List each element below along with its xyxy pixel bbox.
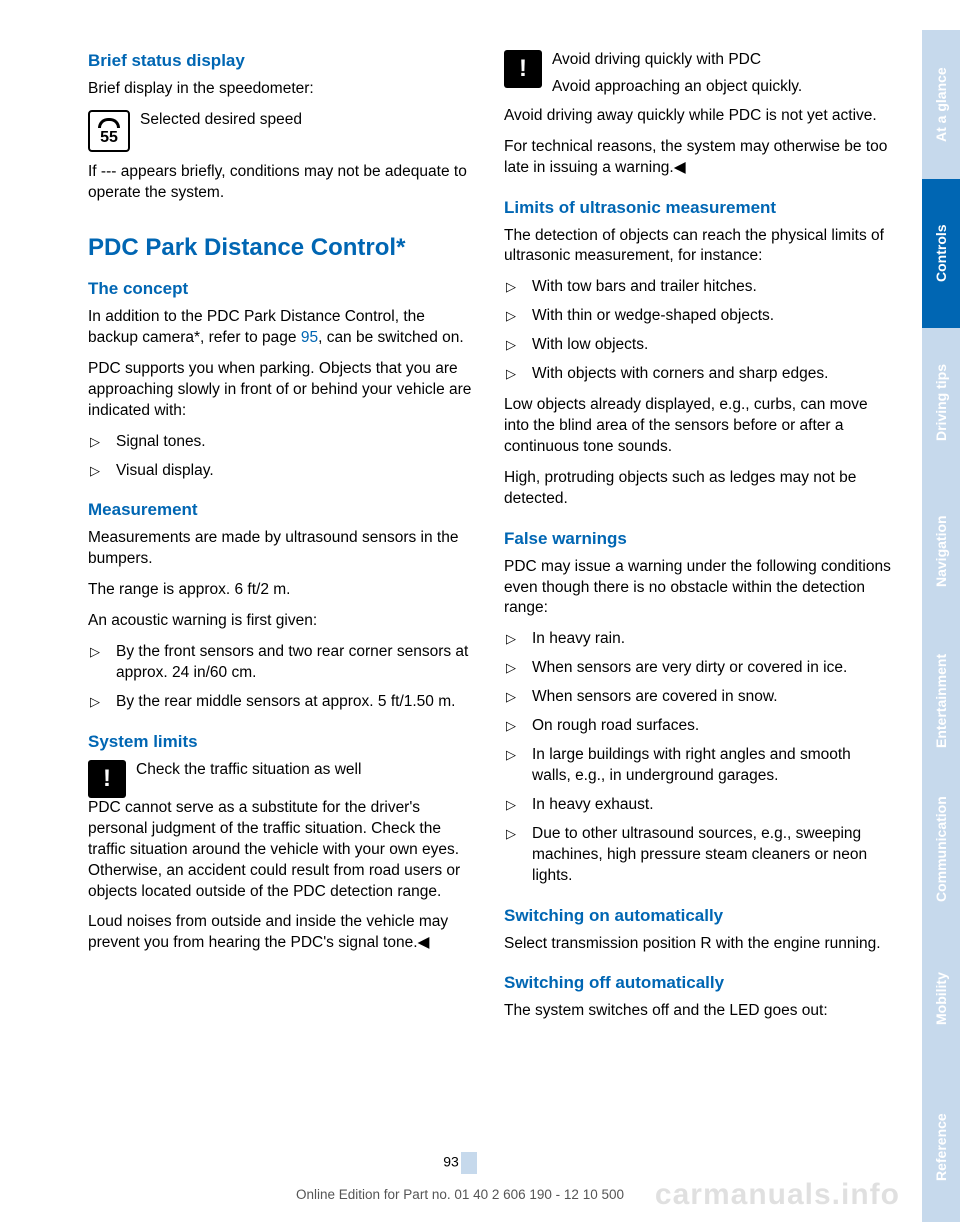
watermark: carmanuals.info (655, 1178, 900, 1212)
false-bullets: In heavy rain. When sensors are very dir… (504, 629, 892, 886)
warning-block-1: ! Check the traffic situation as well (88, 760, 476, 798)
brief-status-text: Brief display in the speedometer: (88, 79, 476, 100)
speed-value: 55 (100, 130, 118, 146)
side-tabs: At a glance Controls Driving tips Naviga… (922, 0, 960, 1222)
heading-limits-ultrasonic: Limits of ultrasonic measurement (504, 197, 892, 220)
page-number-bar (461, 1152, 477, 1174)
warning-block-2: ! Avoid driving quickly with PDC Avoid a… (504, 50, 892, 98)
list-item: Due to other ultrasound sources, e.g., s… (504, 824, 892, 887)
list-item: In heavy rain. (504, 629, 892, 650)
list-item: Visual display. (88, 461, 476, 482)
tab-reference[interactable]: Reference (922, 1073, 960, 1222)
warn2-p1: Avoid driving away quickly while PDC is … (504, 106, 892, 127)
limits-us-p2: Low objects already displayed, e.g., cur… (504, 395, 892, 458)
page-number: 93 (443, 1154, 459, 1170)
list-item: With tow bars and trailer hitches. (504, 277, 892, 298)
heading-brief-status: Brief status display (88, 50, 476, 73)
warn2-title: Avoid driving quickly with PDC (552, 50, 892, 71)
limits-us-p3: High, protruding objects such as ledges … (504, 468, 892, 510)
limits-us-p: The detection of objects can reach the p… (504, 226, 892, 268)
list-item: Signal tones. (88, 432, 476, 453)
concept-bullets: Signal tones. Visual display. (88, 432, 476, 482)
list-item: With objects with corners and sharp edge… (504, 364, 892, 385)
tab-driving-tips[interactable]: Driving tips (922, 328, 960, 477)
measurement-p3: An acoustic warning is first given: (88, 611, 476, 632)
warn1-title: Check the traffic situation as well (136, 760, 476, 781)
measurement-p2: The range is approx. 6 ft/2 m. (88, 580, 476, 601)
tab-navigation[interactable]: Navigation (922, 477, 960, 626)
list-item: When sensors are covered in snow. (504, 687, 892, 708)
list-item: By the front sensors and two rear corner… (88, 642, 476, 684)
concept-p1b: , can be switched on. (318, 329, 464, 346)
switch-off-p: The system switches off and the LED goes… (504, 1001, 892, 1022)
warn2-p2: For technical reasons, the system may ot… (504, 137, 892, 179)
list-item: In heavy exhaust. (504, 795, 892, 816)
limits-p2: Loud noises from outside and inside the … (88, 912, 476, 954)
warn1-body: PDC cannot serve as a substitute for the… (88, 798, 476, 903)
heading-system-limits: System limits (88, 731, 476, 754)
tab-at-a-glance[interactable]: At a glance (922, 30, 960, 179)
measurement-p1: Measurements are made by ultrasound sens… (88, 528, 476, 570)
warning-icon: ! (88, 760, 126, 798)
heading-measurement: Measurement (88, 499, 476, 522)
speed-limit-icon: 55 (88, 110, 130, 152)
list-item: On rough road surfaces. (504, 716, 892, 737)
page-number-row: 93 (0, 1152, 920, 1174)
concept-p1: In addition to the PDC Park Distance Con… (88, 307, 476, 349)
speed-icon-label: Selected desired speed (140, 110, 302, 131)
concept-p2: PDC supports you when parking. Objects t… (88, 359, 476, 422)
limits-us-bullets: With tow bars and trailer hitches. With … (504, 277, 892, 385)
tab-mobility[interactable]: Mobility (922, 924, 960, 1073)
page-link-95[interactable]: 95 (301, 329, 318, 346)
right-column: ! Avoid driving quickly with PDC Avoid a… (504, 50, 892, 1222)
warn2-line: Avoid approaching an object quickly. (552, 77, 892, 98)
left-column: Brief status display Brief display in th… (88, 50, 476, 1222)
measurement-bullets: By the front sensors and two rear corner… (88, 642, 476, 713)
heading-false-warnings: False warnings (504, 528, 892, 551)
heading-switch-off: Switching off automatically (504, 972, 892, 995)
heading-concept: The concept (88, 278, 476, 301)
list-item: By the rear middle sensors at approx. 5 … (88, 692, 476, 713)
list-item: In large buildings with right angles and… (504, 745, 892, 787)
brief-note: If --- appears briefly, conditions may n… (88, 162, 476, 204)
warning-icon: ! (504, 50, 542, 88)
heading-pdc: PDC Park Distance Control* (88, 232, 476, 264)
false-p: PDC may issue a warning under the follow… (504, 557, 892, 620)
list-item: When sensors are very dirty or covered i… (504, 658, 892, 679)
tab-communication[interactable]: Communication (922, 775, 960, 924)
list-item: With low objects. (504, 335, 892, 356)
tab-controls[interactable]: Controls (922, 179, 960, 328)
heading-switch-on: Switching on automatically (504, 905, 892, 928)
tab-entertainment[interactable]: Entertainment (922, 626, 960, 775)
speed-icon-row: 55 Selected desired speed (88, 110, 476, 152)
switch-on-p: Select transmission position R with the … (504, 934, 892, 955)
list-item: With thin or wedge-shaped objects. (504, 306, 892, 327)
